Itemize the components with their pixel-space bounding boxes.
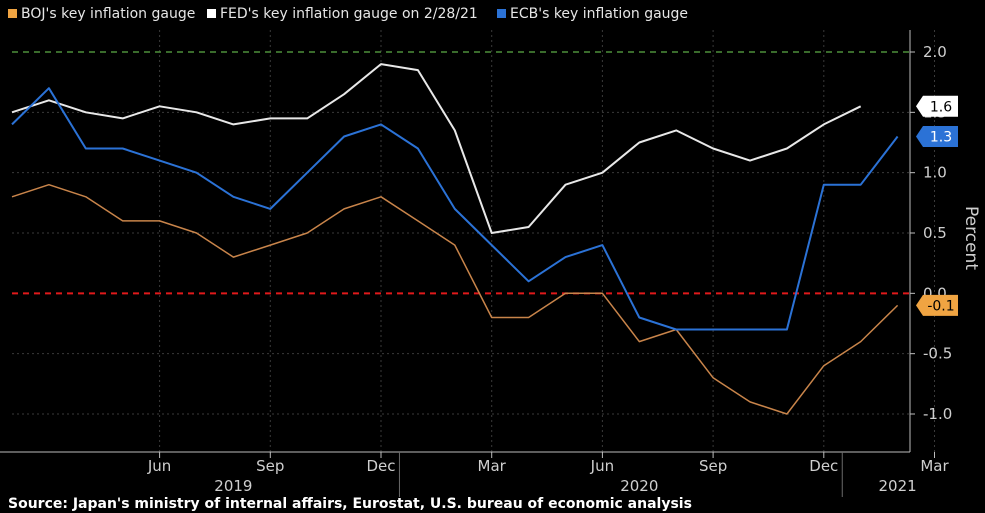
value-badge-label: 1.3 (930, 129, 952, 145)
x-tick-label: Dec (809, 457, 838, 475)
value-badge (916, 294, 958, 316)
y-tick-label: 0.5 (923, 224, 947, 242)
y-tick-label: -1.0 (923, 405, 952, 423)
x-tick-label: Sep (256, 457, 284, 475)
y-tick-label: -0.5 (923, 345, 952, 363)
y-tick-label: 1.0 (923, 164, 947, 182)
legend: BOJ's key inflation gauge FED's key infla… (8, 6, 688, 22)
x-tick-label: Sep (699, 457, 727, 475)
x-ticks: Jun Sep Dec Mar Jun Sep Dec Mar 2019 2020 2021 (147, 452, 949, 497)
value-badge (916, 125, 958, 147)
y-tick-label: 2.0 (923, 43, 947, 61)
x-tick-label: Mar (478, 457, 507, 475)
legend-swatch (207, 9, 216, 18)
value-badge-label: 1.6 (930, 99, 952, 115)
year-label: 2019 (214, 477, 252, 495)
y-axis-label: Percent (961, 206, 981, 270)
x-tick-label: Jun (147, 457, 171, 475)
year-label: 2021 (879, 477, 917, 495)
x-tick-label: Dec (366, 457, 395, 475)
year-label: 2020 (620, 477, 658, 495)
x-tick-label: Jun (590, 457, 614, 475)
legend-swatch (8, 9, 17, 18)
legend-label: FED's key inflation gauge on 2/28/21 (220, 6, 478, 22)
legend-swatch (497, 9, 506, 18)
end-value-badges: -0.1 1.6 1.3 (916, 95, 958, 316)
value-badge-label: -0.1 (927, 298, 954, 314)
series-lines (11, 63, 899, 415)
legend-label: BOJ's key inflation gauge (21, 6, 195, 22)
series-line-1 (11, 183, 899, 415)
legend-label: ECB's key inflation gauge (510, 6, 688, 22)
source-note: Source: Japan's ministry of internal aff… (8, 496, 692, 512)
series-line-2 (11, 63, 862, 234)
x-tick-label: Mar (920, 457, 949, 475)
axes (0, 30, 911, 453)
value-badge (916, 95, 958, 117)
reference-lines (12, 51, 910, 295)
series-line-3 (11, 87, 899, 331)
grid (12, 30, 935, 452)
